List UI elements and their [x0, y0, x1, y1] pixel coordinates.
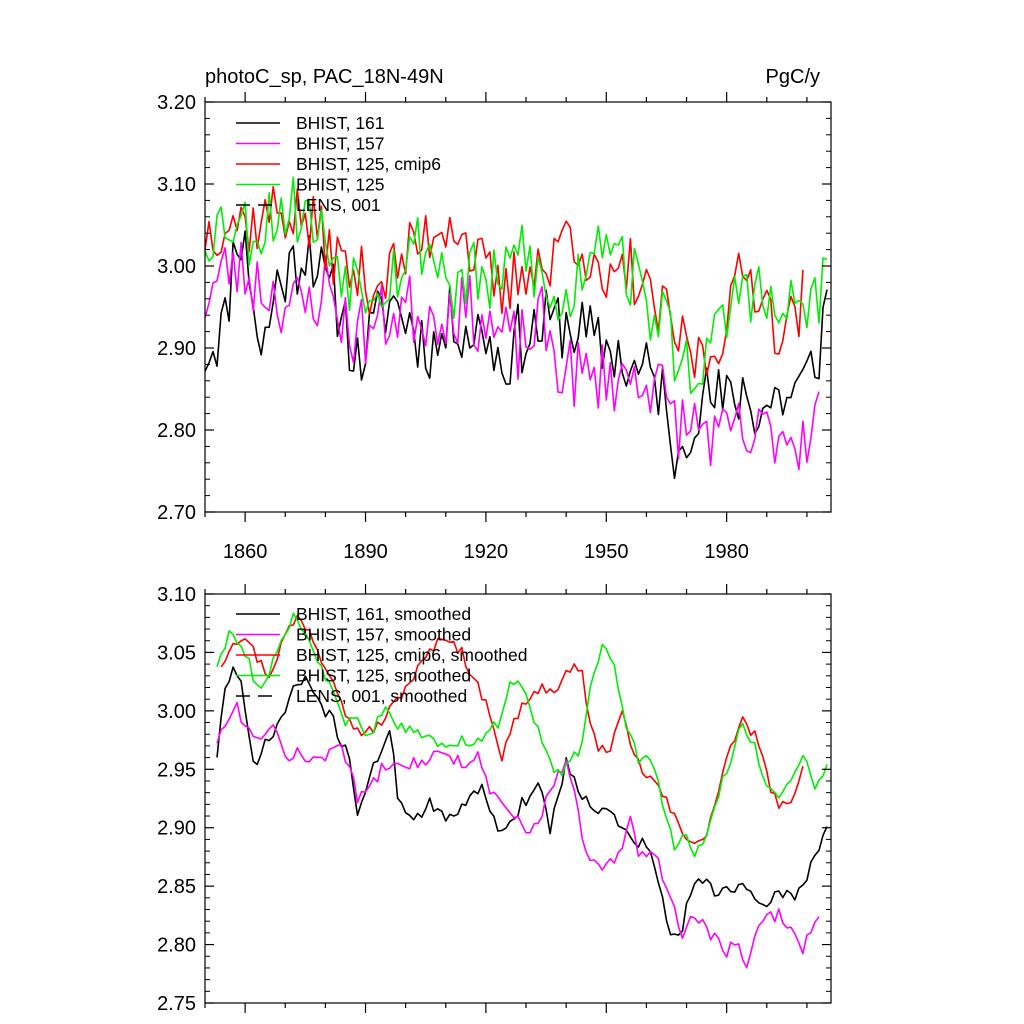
y-tick-label: 2.70 [157, 502, 196, 524]
x-tick-label: 1860 [223, 541, 268, 563]
y-tick-label: 3.05 [157, 642, 196, 664]
legend-label-1: BHIST, 157, smoothed [296, 625, 471, 645]
y-tick-label: 3.00 [157, 256, 196, 278]
plot-frame [204, 593, 832, 1004]
x-tick-label: 1890 [343, 541, 388, 563]
series-line-3 [216, 612, 828, 858]
y-tick-label: 2.95 [157, 759, 196, 781]
legend-label-1: BHIST, 157 [296, 134, 385, 154]
series-group [216, 612, 828, 969]
y-tick-label: 3.00 [157, 701, 196, 723]
y-tick-label: 2.75 [157, 993, 196, 1015]
series-line-2 [204, 186, 804, 379]
series-group [204, 176, 828, 480]
y-tick-label: 2.80 [157, 935, 196, 957]
y-tick-label: 2.85 [157, 876, 196, 898]
legend-label-2: BHIST, 125, cmip6, smoothed [296, 645, 528, 665]
y-tick-label: 3.20 [157, 92, 196, 114]
bottom-chart: 2.75 2.80 2.85 2.90 2.95 3.00 3.05 3.10 BHIST, 1… [157, 584, 832, 1015]
legend-label-0: BHIST, 161 [296, 113, 385, 133]
y-tick-label: 3.10 [157, 584, 196, 606]
series-line-3 [204, 176, 828, 395]
legend-label-4: LENS, 001 [296, 195, 381, 215]
legend-label-3: BHIST, 125 [296, 175, 385, 195]
y-tick-label: 2.90 [157, 338, 196, 360]
legend-label-3: BHIST, 125, smoothed [296, 666, 471, 686]
plot-frame [204, 101, 832, 513]
series-line-1 [204, 241, 820, 471]
top-chart-title-left: photoC_sp, PAC_18N-49N [205, 66, 444, 88]
series-line-1 [216, 701, 820, 969]
y-tick-label: 2.80 [157, 420, 196, 442]
series-line-0 [216, 666, 828, 936]
x-tick-label: 1950 [584, 541, 629, 563]
legend-label-2: BHIST, 125, cmip6 [296, 154, 441, 174]
legend-label-4: LENS, 001, smoothed [296, 686, 467, 706]
y-tick-label: 2.90 [157, 818, 196, 840]
top-chart: 2.70 2.80 2.90 3.00 3.10 3.20 1860 1890 1920 1950… [157, 92, 832, 563]
x-tick-label: 1920 [464, 541, 509, 563]
y-tick-label: 3.10 [157, 174, 196, 196]
x-tick-label: 1980 [704, 541, 749, 563]
legend-label-0: BHIST, 161, smoothed [296, 604, 471, 624]
top-chart-units-label: PgC/y [766, 66, 820, 88]
